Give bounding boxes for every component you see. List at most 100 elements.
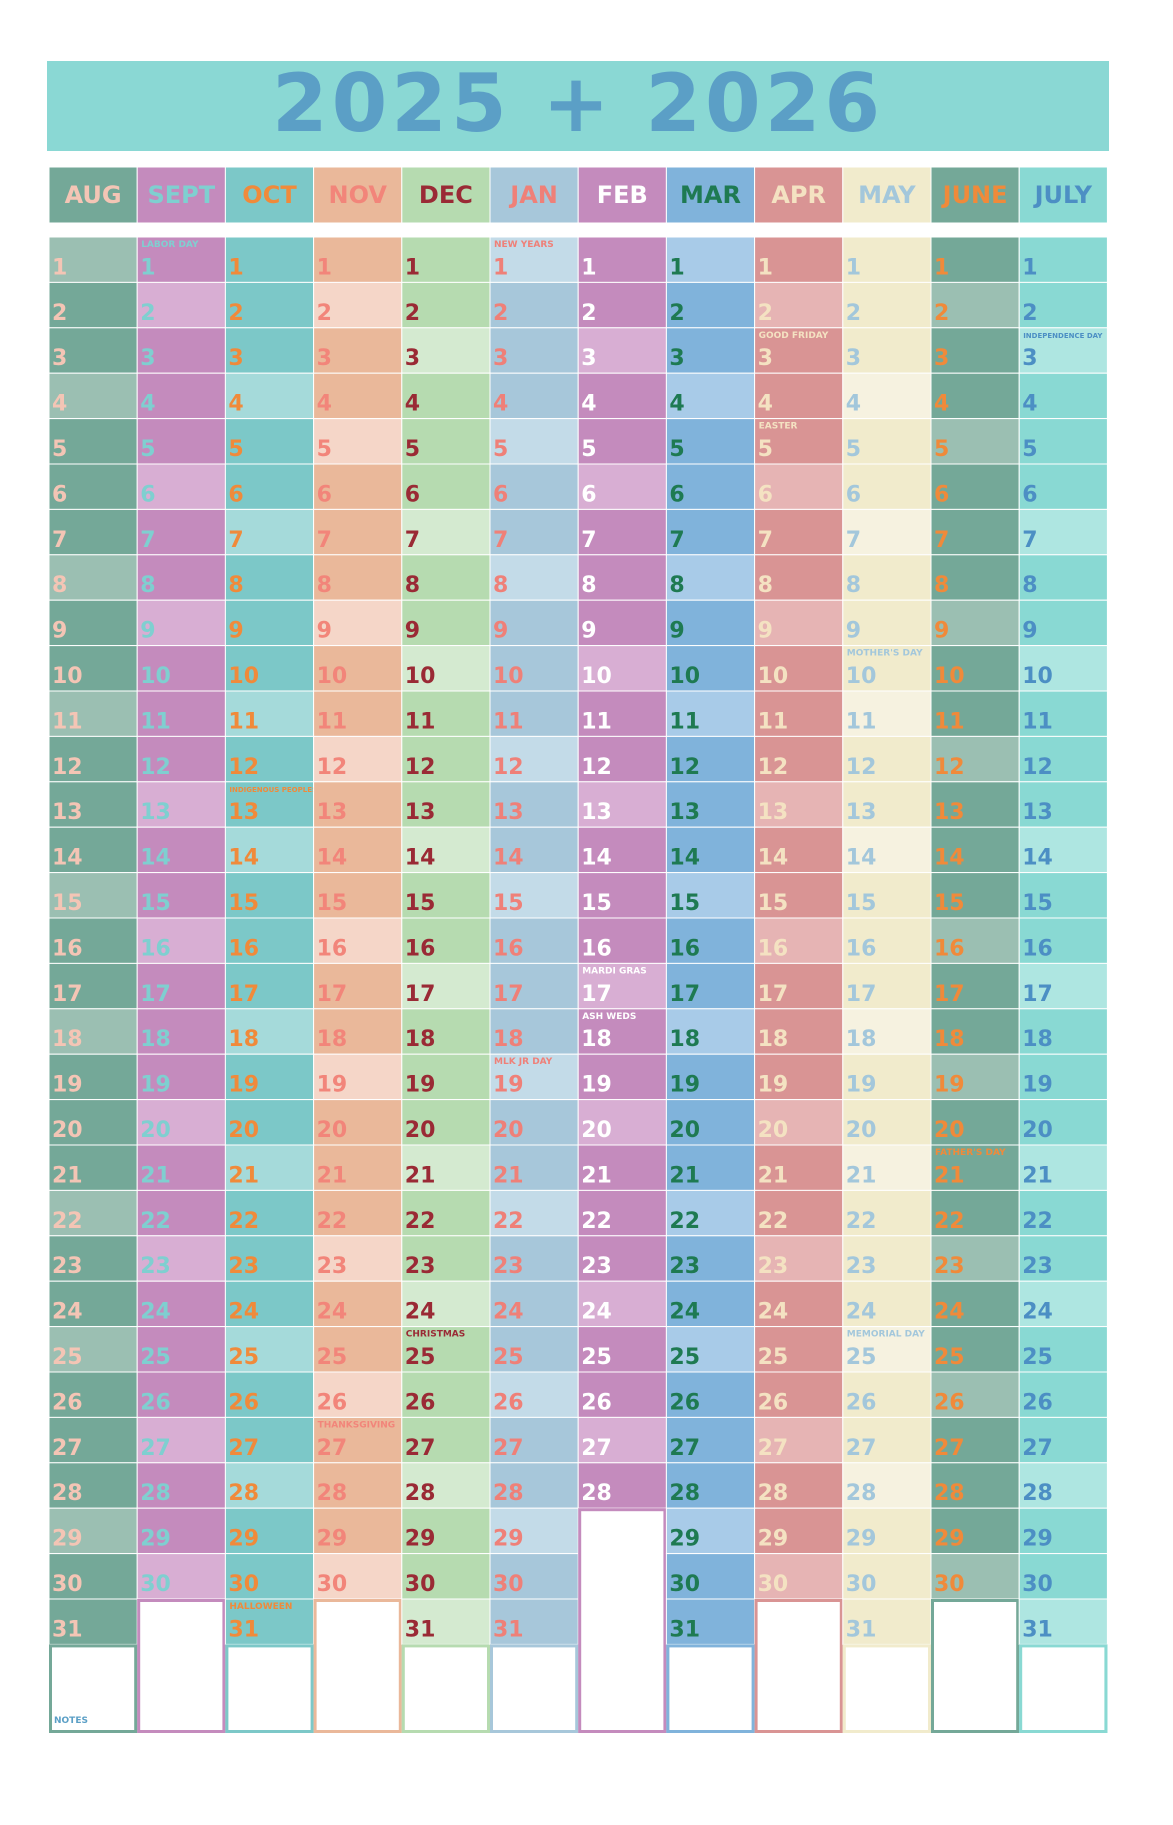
day-cell — [401, 1189, 491, 1237]
day-number: 21 — [581, 1163, 612, 1188]
day-number: 3 — [405, 346, 420, 371]
day-number: 30 — [317, 1572, 348, 1597]
notes-box — [666, 1644, 755, 1734]
day-cell — [842, 690, 932, 737]
day-number: 31 — [1022, 1617, 1053, 1642]
month-header — [313, 166, 403, 224]
day-number: 13 — [228, 800, 259, 825]
day-cell — [754, 1462, 844, 1509]
day-number: 26 — [493, 1390, 524, 1415]
day-cell — [136, 917, 226, 964]
day-cell — [48, 1144, 138, 1191]
day-number: 19 — [405, 1073, 436, 1098]
day-cell — [577, 463, 667, 510]
day-cell — [665, 1053, 756, 1101]
day-number: 28 — [934, 1481, 965, 1506]
notes-box — [1019, 1644, 1108, 1734]
day-number: 25 — [581, 1345, 612, 1370]
holiday-label: NEW YEARS — [494, 240, 554, 250]
month-header — [1018, 166, 1108, 224]
day-number: 12 — [581, 755, 612, 780]
day-cell — [842, 1507, 932, 1555]
day-number: 22 — [669, 1209, 700, 1234]
day-cell — [313, 1462, 403, 1509]
day-cell — [48, 508, 138, 556]
day-number: 9 — [317, 619, 332, 644]
day-number: 2 — [1022, 301, 1037, 326]
day-cell — [313, 1507, 403, 1555]
day-number: 4 — [317, 392, 332, 417]
month-header — [224, 166, 315, 224]
day-number: 9 — [934, 619, 949, 644]
day-number: 8 — [669, 573, 684, 598]
day-cell — [48, 1008, 138, 1055]
day-cell — [136, 962, 226, 1010]
day-cell — [665, 781, 756, 828]
day-number: 13 — [52, 800, 83, 825]
day-number: 15 — [758, 891, 789, 916]
month-header — [577, 166, 667, 224]
day-cell — [401, 1099, 491, 1146]
day-number: 27 — [758, 1436, 789, 1461]
day-number: 26 — [52, 1390, 83, 1415]
day-cell — [1018, 781, 1108, 828]
day-number: 11 — [493, 709, 524, 734]
day-number: 12 — [669, 755, 700, 780]
day-cell — [489, 917, 579, 964]
day-number: 10 — [669, 664, 700, 689]
day-number: 13 — [1022, 800, 1053, 825]
day-number: 20 — [317, 1118, 348, 1143]
day-number: 1 — [758, 255, 773, 280]
day-number: 17 — [581, 982, 612, 1007]
day-number: 10 — [846, 664, 877, 689]
day-number: 18 — [405, 1027, 436, 1052]
day-number: 6 — [581, 482, 596, 507]
day-number: 23 — [581, 1254, 612, 1279]
day-cell — [489, 418, 579, 465]
day-cell — [224, 1326, 315, 1373]
day-number: 13 — [317, 800, 348, 825]
day-number: 23 — [228, 1254, 259, 1279]
day-number: 28 — [1022, 1481, 1053, 1506]
day-cell — [489, 1598, 579, 1645]
day-cell — [401, 645, 491, 692]
day-number: 16 — [669, 936, 700, 961]
day-cell — [313, 872, 403, 919]
notes-box — [49, 1644, 138, 1734]
day-number: 30 — [493, 1572, 524, 1597]
day-cell — [754, 1553, 844, 1600]
day-number: 22 — [581, 1209, 612, 1234]
month-header — [48, 166, 138, 224]
day-number: 13 — [846, 800, 877, 825]
day-number: 19 — [758, 1073, 789, 1098]
day-number: 25 — [846, 1345, 877, 1370]
day-number: 27 — [52, 1436, 83, 1461]
day-cell — [401, 690, 491, 737]
day-cell — [489, 1099, 579, 1146]
day-number: 23 — [140, 1254, 171, 1279]
day-number: 18 — [934, 1027, 965, 1052]
day-number: 6 — [317, 482, 332, 507]
day-cell — [48, 1053, 138, 1101]
day-cell — [401, 236, 491, 283]
day-number: 7 — [52, 528, 67, 553]
day-number: 14 — [669, 846, 700, 871]
day-number: 1 — [669, 255, 684, 280]
holiday-label: INDIGENOUS PEOPLES DAY — [229, 786, 336, 794]
day-cell — [489, 372, 579, 420]
day-number: 20 — [846, 1118, 877, 1143]
day-cell — [224, 1462, 315, 1509]
day-number: 2 — [669, 301, 684, 326]
day-cell — [577, 1099, 667, 1146]
day-number: 21 — [493, 1163, 524, 1188]
day-number: 9 — [669, 619, 684, 644]
day-cell — [665, 735, 756, 783]
day-number: 17 — [846, 982, 877, 1007]
day-cell — [313, 735, 403, 783]
day-cell — [665, 1280, 756, 1328]
day-number: 2 — [846, 301, 861, 326]
day-cell — [401, 1371, 491, 1418]
day-number: 20 — [228, 1118, 259, 1143]
day-cell — [401, 554, 491, 601]
day-cell — [136, 781, 226, 828]
